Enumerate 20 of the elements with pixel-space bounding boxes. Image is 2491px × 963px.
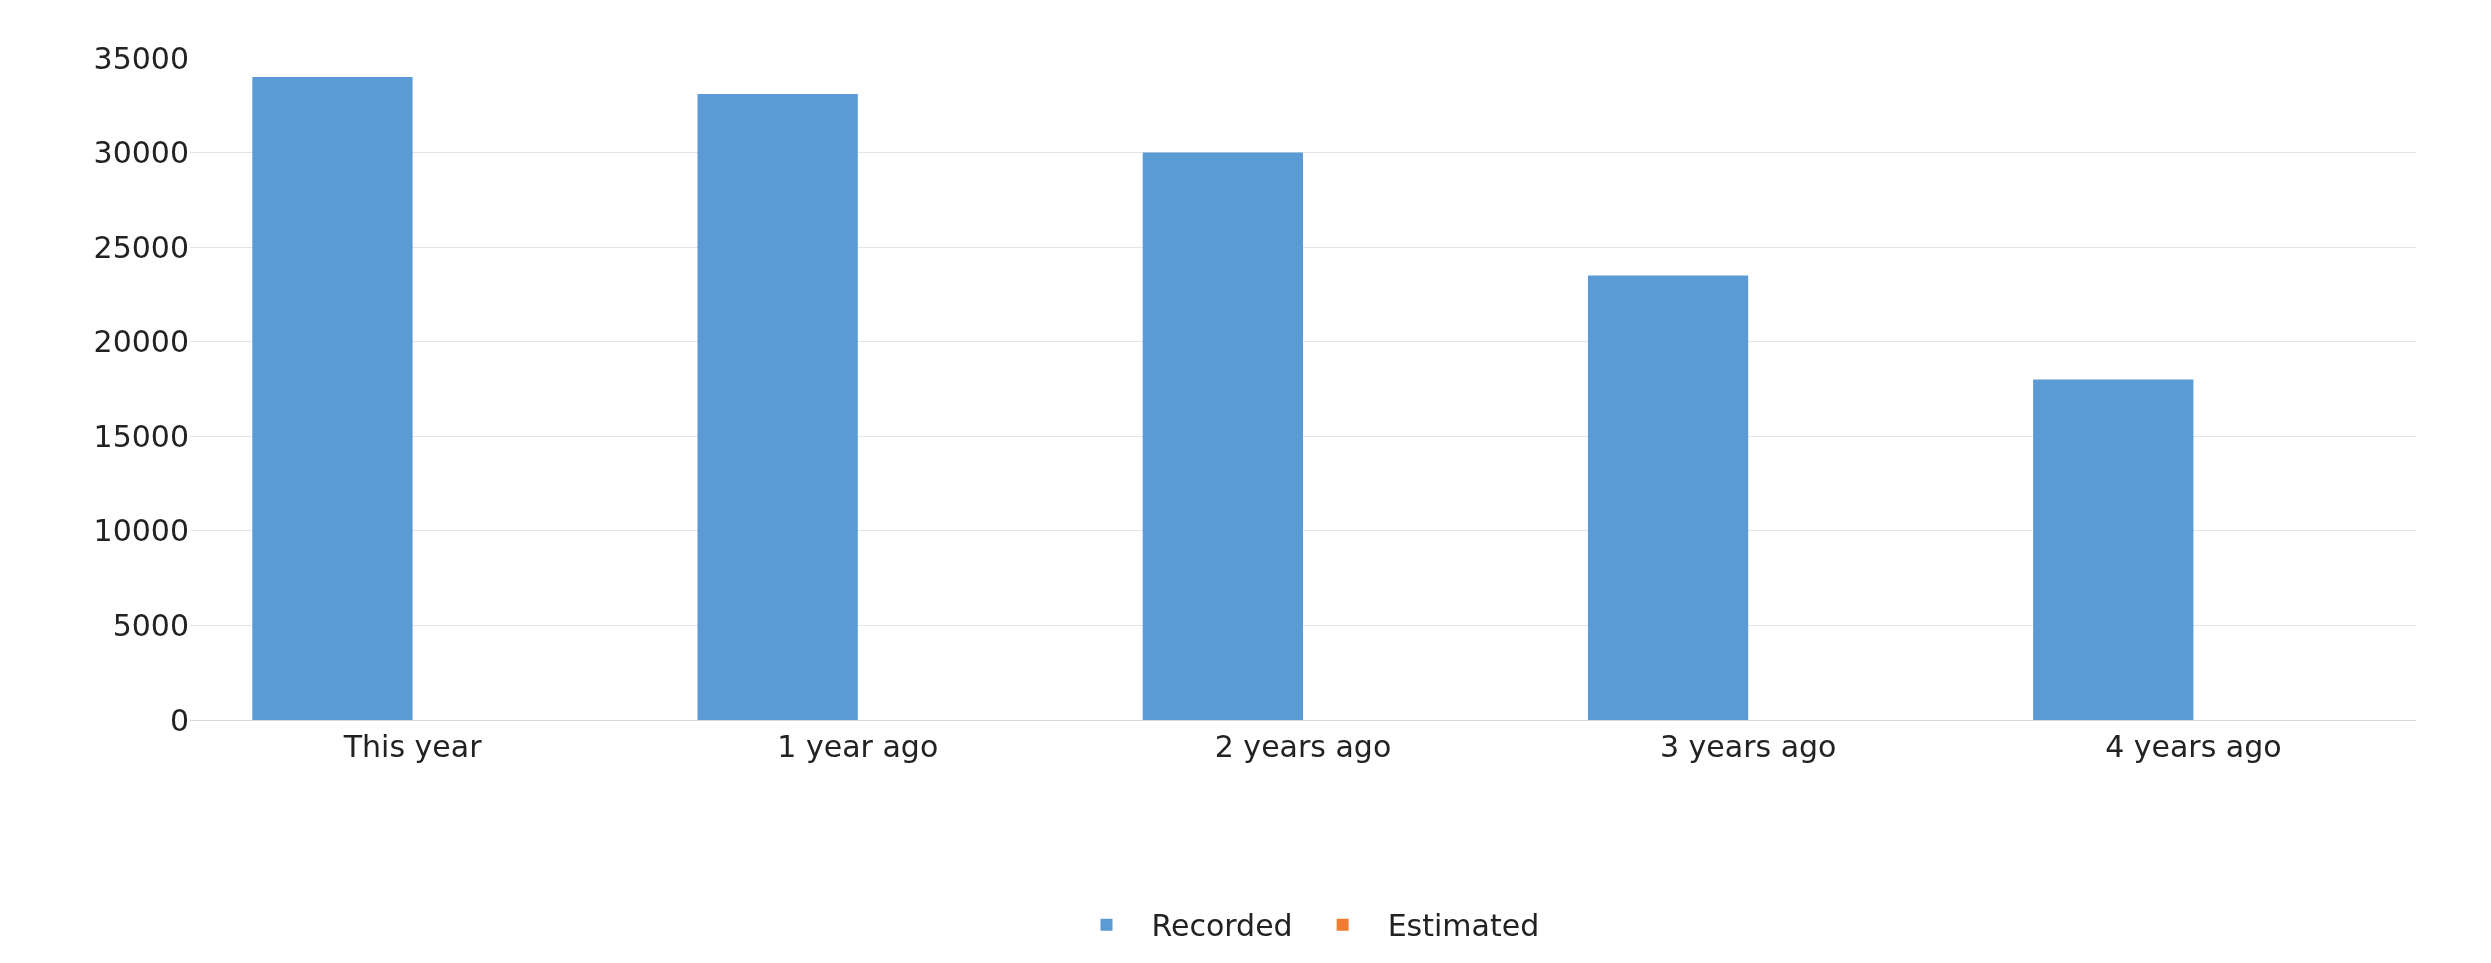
- legend-label: Recorded: [1151, 908, 1293, 944]
- y-tick-label: 15000: [93, 418, 189, 454]
- x-tick-label: 3 years ago: [1659, 729, 1837, 764]
- y-tick-label: 35000: [93, 40, 189, 76]
- x-tick-label: 1 year ago: [777, 729, 939, 764]
- bar: [252, 76, 413, 720]
- x-tick-label: This year: [342, 729, 483, 764]
- bar: [1142, 152, 1303, 720]
- x-tick-label: 4 years ago: [2105, 729, 2282, 764]
- legend-label: Estimated: [1387, 908, 1540, 944]
- y-tick-label: 0: [169, 702, 189, 738]
- y-tick-label: 25000: [93, 229, 189, 265]
- y-tick-label: 10000: [93, 513, 189, 549]
- y-tick-label: 30000: [93, 135, 189, 171]
- bar: [697, 93, 858, 720]
- bar: [2033, 379, 2194, 720]
- y-tick-label: 20000: [93, 324, 189, 360]
- x-tick-label: 2 years ago: [1214, 729, 1392, 764]
- y-tick-label: 5000: [112, 607, 189, 643]
- bar: [1587, 275, 1749, 720]
